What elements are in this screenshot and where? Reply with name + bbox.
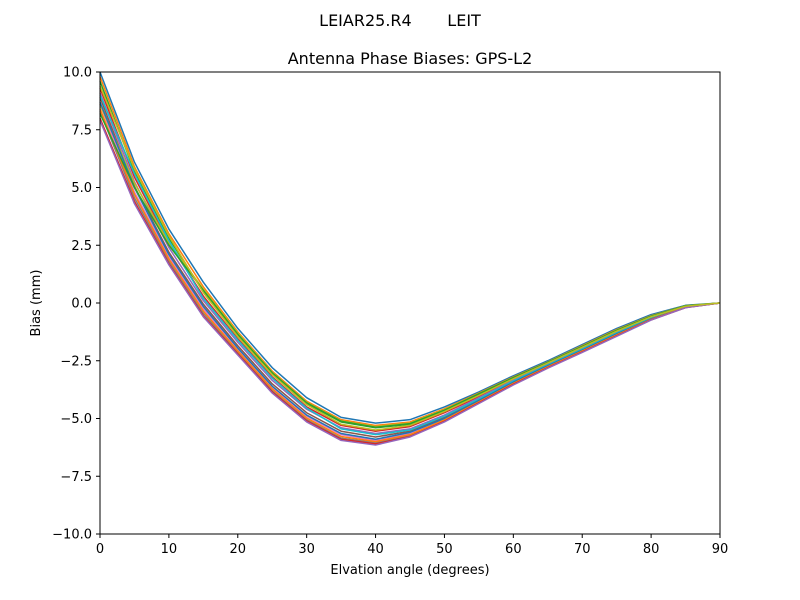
x-tick-label: 80 bbox=[643, 542, 660, 557]
x-tick-label: 30 bbox=[298, 542, 315, 557]
series-line-13 bbox=[99, 113, 721, 429]
x-axis-ticks: 0 10 20 30 40 50 60 70 80 90 bbox=[96, 534, 728, 557]
plot-area bbox=[100, 72, 720, 534]
y-axis-ticks: −10.0 −7.5 −5.0 −2.5 0.0 2.5 5.0 7.5 10.0 bbox=[52, 66, 100, 543]
series-line-10 bbox=[99, 94, 721, 436]
y-axis-label: Bias (mm) bbox=[29, 270, 44, 337]
figure-suptitle: LEIAR25.R4 LEIT bbox=[319, 11, 481, 30]
x-tick-label: 90 bbox=[712, 542, 729, 557]
x-tick-label: 10 bbox=[161, 542, 178, 557]
x-tick-label: 40 bbox=[367, 542, 384, 557]
series-line-12 bbox=[99, 108, 721, 443]
chart-title: Antenna Phase Biases: GPS-L2 bbox=[288, 49, 533, 68]
y-tick-label: −7.5 bbox=[60, 470, 92, 485]
y-tick-label: 7.5 bbox=[71, 123, 92, 138]
y-tick-label: −10.0 bbox=[52, 528, 92, 543]
x-tick-label: 20 bbox=[230, 542, 247, 557]
y-tick-label: −5.0 bbox=[60, 412, 92, 427]
x-axis-label: Elvation angle (degrees) bbox=[330, 563, 489, 578]
x-tick-label: 0 bbox=[96, 542, 104, 557]
y-tick-label: 5.0 bbox=[71, 181, 92, 196]
series-line-11 bbox=[99, 101, 721, 441]
y-tick-label: 2.5 bbox=[71, 239, 92, 254]
x-tick-label: 60 bbox=[505, 542, 522, 557]
series-layer bbox=[99, 71, 721, 446]
series-line-15 bbox=[99, 120, 721, 446]
x-tick-label: 70 bbox=[574, 542, 591, 557]
y-tick-label: −2.5 bbox=[60, 354, 92, 369]
series-line-16 bbox=[99, 85, 721, 431]
y-tick-label: 10.0 bbox=[63, 66, 92, 81]
y-tick-label: 0.0 bbox=[71, 297, 92, 312]
x-tick-label: 50 bbox=[436, 542, 453, 557]
series-line-1 bbox=[99, 71, 721, 424]
